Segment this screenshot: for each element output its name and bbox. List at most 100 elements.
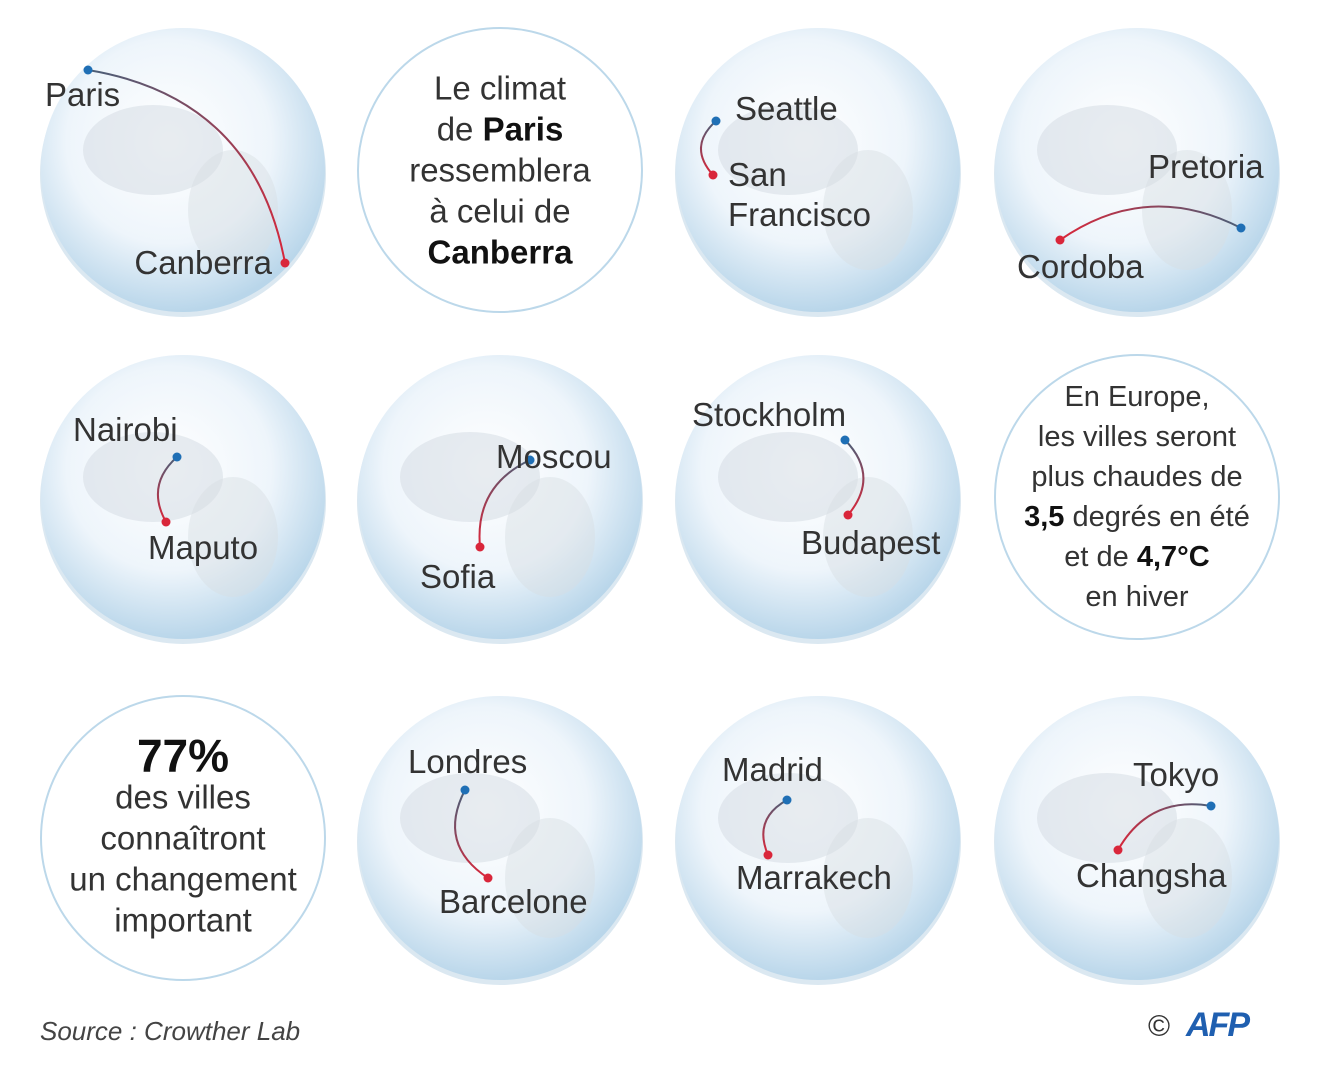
- city-label: San Francisco: [728, 156, 872, 233]
- city-label: Sofia: [420, 558, 496, 595]
- text-segment: Le climat: [433, 69, 567, 107]
- dot-to: [475, 542, 485, 552]
- land: [1142, 818, 1232, 938]
- arc: [1059, 205, 1242, 241]
- land: [823, 818, 913, 938]
- text-line: important: [69, 900, 297, 941]
- panel-text: Le climat de Paris ressemblera à celui de Ca…: [409, 68, 591, 273]
- text-line: connaîtront: [69, 818, 297, 859]
- land: [188, 477, 278, 597]
- dot-to: [483, 873, 493, 883]
- text-segment: des villes: [115, 778, 251, 816]
- land: [823, 150, 913, 270]
- dot-from: [711, 116, 721, 126]
- land: [83, 432, 223, 522]
- text-segment: ressemblera: [409, 151, 591, 189]
- city-label: Marrakech: [736, 859, 892, 896]
- land: [1037, 773, 1177, 863]
- dot-from: [525, 455, 535, 465]
- logo: AFP: [1186, 1006, 1250, 1044]
- land: [400, 773, 540, 863]
- city-label: Seattle: [735, 90, 838, 127]
- text-line: ressemblera: [409, 150, 591, 191]
- text-panel: [994, 354, 1280, 640]
- text-segment: Paris: [482, 110, 564, 148]
- text-segment: plus chaudes de: [1031, 461, 1243, 493]
- dot-to: [763, 850, 773, 860]
- city-label: Tokyo: [1133, 756, 1220, 793]
- text-line: Le climat: [409, 68, 591, 109]
- text-segment: 4,7°C: [1136, 541, 1210, 573]
- text-line: en hiver: [1024, 577, 1250, 617]
- text-line: les villes seront: [1024, 417, 1250, 457]
- text-segment: en hiver: [1085, 581, 1189, 613]
- text-panel: [357, 27, 643, 313]
- arc: [157, 456, 178, 523]
- source: Source : Crowther Lab: [40, 1016, 301, 1046]
- text-segment: et de: [1064, 541, 1137, 573]
- arc: [454, 789, 489, 879]
- text-line: En Europe,: [1024, 377, 1250, 417]
- dot-to: [843, 510, 853, 520]
- credit: ©: [1148, 1010, 1171, 1043]
- dot-from: [172, 452, 182, 462]
- text-segment: Canberra: [427, 233, 573, 271]
- city-label: Changsha: [1076, 857, 1227, 894]
- dot-to: [280, 258, 290, 268]
- land: [718, 105, 858, 195]
- panel-text: 77% des villes connaîtront un changement imp…: [69, 733, 297, 941]
- city-label: Canberra: [134, 244, 272, 281]
- text-line: et de 4,7°C: [1024, 537, 1250, 577]
- text-line: 3,5 degrés en été: [1024, 497, 1250, 537]
- text-segment: 3,5: [1024, 501, 1065, 533]
- land: [83, 105, 223, 195]
- city-label: Maputo: [148, 529, 259, 566]
- city-label: Moscou: [496, 438, 612, 475]
- arc: [87, 69, 286, 264]
- dot-from: [83, 65, 93, 75]
- text-segment: degrés en été: [1064, 501, 1250, 533]
- text-segment: important: [114, 901, 252, 939]
- text-segment: à celui de: [429, 192, 571, 230]
- text-line: à celui de: [409, 191, 591, 232]
- city-label: Barcelone: [439, 883, 588, 920]
- city-label: Stockholm: [692, 396, 847, 433]
- text-line: Canberra: [409, 232, 591, 273]
- arc: [762, 799, 788, 856]
- city-label: Cordoba: [1017, 248, 1144, 285]
- land: [1037, 105, 1177, 195]
- text-segment: 77%: [136, 729, 230, 782]
- dot-from: [840, 435, 850, 445]
- land: [718, 432, 858, 522]
- dot-from: [1206, 801, 1216, 811]
- text-line: plus chaudes de: [1024, 457, 1250, 497]
- text-segment: un changement: [69, 860, 297, 898]
- text-segment: les villes seront: [1037, 421, 1237, 453]
- land: [400, 432, 540, 522]
- arc: [700, 120, 717, 176]
- text-segment: de: [436, 110, 483, 148]
- land: [505, 477, 595, 597]
- text-segment: connaîtront: [100, 819, 266, 857]
- city-label: Madrid: [722, 751, 823, 788]
- dot-from: [782, 795, 792, 805]
- text-line: 77%: [69, 733, 297, 779]
- dot-from: [460, 785, 470, 795]
- city-label: Londres: [408, 743, 528, 780]
- text-panel: [40, 695, 326, 981]
- land: [823, 477, 913, 597]
- city-label: Paris: [45, 76, 121, 113]
- text-line: des villes: [69, 777, 297, 818]
- city-label: Pretoria: [1148, 148, 1264, 185]
- city-label: Nairobi: [73, 411, 178, 448]
- panel-text: En Europe, les villes seront plus chaudes …: [1024, 377, 1250, 617]
- text-segment: En Europe,: [1064, 381, 1210, 413]
- dot-to: [161, 517, 171, 527]
- land: [505, 818, 595, 938]
- arc: [478, 459, 531, 548]
- arc: [1117, 803, 1212, 851]
- land: [718, 773, 858, 863]
- text-line: un changement: [69, 859, 297, 900]
